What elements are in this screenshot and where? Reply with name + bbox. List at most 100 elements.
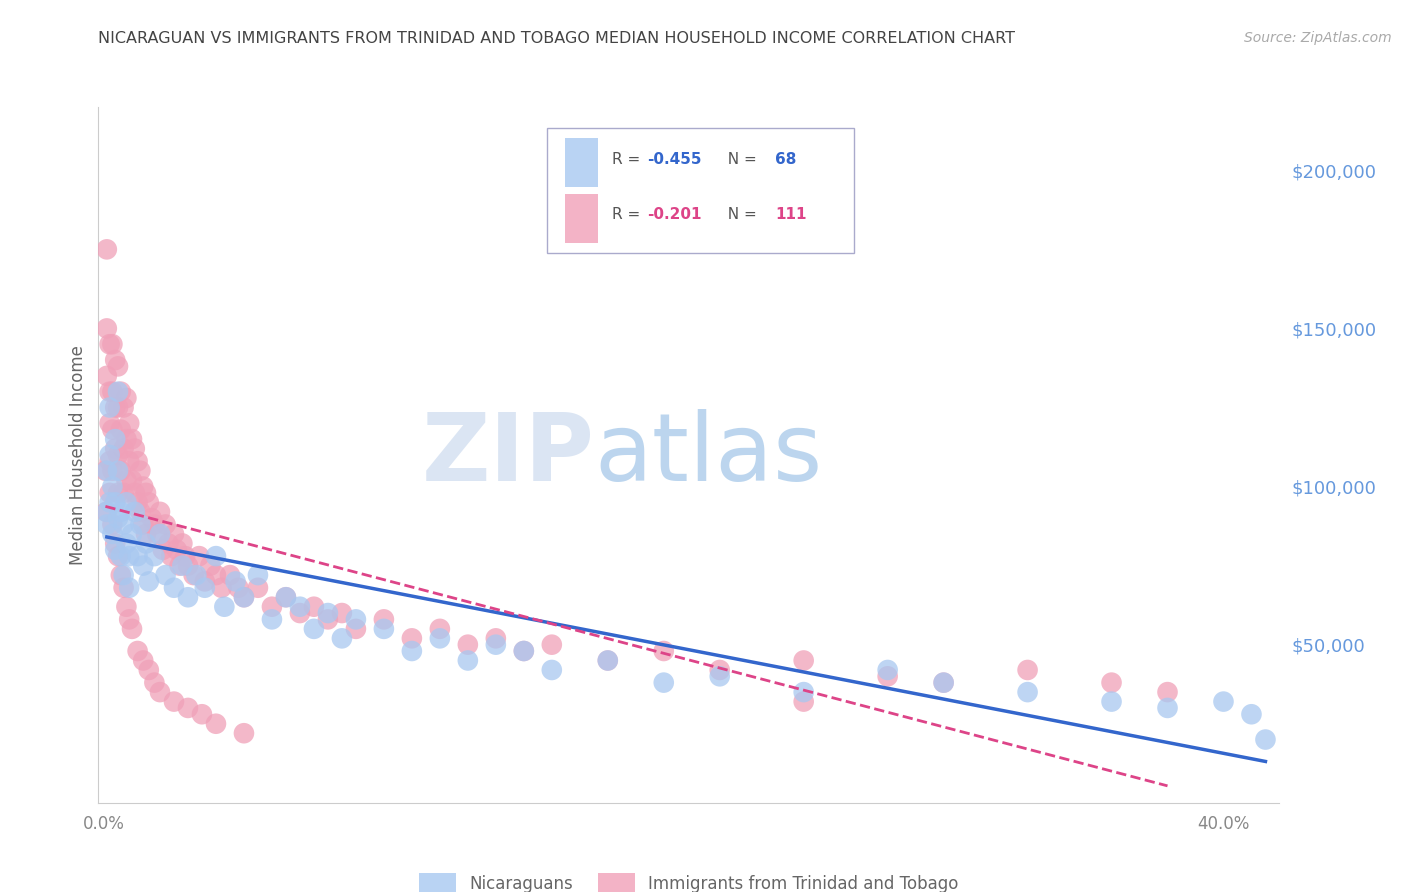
Point [96, 243, 118, 257]
Point [115, 473, 138, 487]
Point [191, 707, 214, 722]
Point [121, 473, 143, 487]
Point [596, 653, 619, 667]
Point [540, 638, 562, 652]
Point [596, 653, 619, 667]
Point [146, 527, 169, 541]
Point [104, 442, 127, 456]
Point [112, 442, 135, 456]
Point [96, 505, 118, 519]
Point [1156, 701, 1178, 715]
Point [121, 432, 143, 446]
Point [141, 511, 163, 525]
Point [876, 663, 898, 677]
Point [127, 454, 149, 468]
Point [177, 558, 200, 573]
Point [225, 574, 247, 589]
Point [302, 622, 325, 636]
Point [274, 591, 297, 605]
Point [793, 653, 815, 667]
Point [132, 558, 155, 573]
Point [107, 464, 129, 478]
Point [143, 549, 166, 563]
Point [107, 511, 129, 525]
Point [1254, 732, 1277, 747]
Point [149, 505, 172, 519]
Point [233, 591, 256, 605]
Text: -0.201: -0.201 [648, 207, 702, 222]
Point [457, 638, 479, 652]
Point [152, 542, 174, 557]
Text: -0.455: -0.455 [648, 152, 702, 167]
Point [172, 536, 194, 550]
Point [233, 726, 256, 740]
Point [260, 599, 283, 614]
Point [104, 542, 127, 557]
Point [149, 685, 172, 699]
Point [118, 581, 141, 595]
Point [110, 505, 132, 519]
Point [107, 486, 129, 500]
Text: N =: N = [718, 152, 762, 167]
Point [115, 432, 138, 446]
Point [709, 663, 731, 677]
Point [246, 568, 269, 582]
Text: R =: R = [612, 207, 645, 222]
Point [135, 486, 157, 500]
Point [115, 391, 138, 405]
Point [793, 695, 815, 709]
Point [143, 675, 166, 690]
Point [457, 653, 479, 667]
Text: 111: 111 [775, 207, 807, 222]
Point [316, 612, 339, 626]
Point [118, 417, 141, 431]
Point [288, 599, 311, 614]
Point [485, 632, 508, 646]
Text: NICARAGUAN VS IMMIGRANTS FROM TRINIDAD AND TOBAGO MEDIAN HOUSEHOLD INCOME CORREL: NICARAGUAN VS IMMIGRANTS FROM TRINIDAD A… [98, 31, 1015, 46]
Point [112, 486, 135, 500]
Point [112, 581, 135, 595]
Point [205, 549, 228, 563]
Point [112, 401, 135, 415]
Point [135, 527, 157, 541]
Point [110, 464, 132, 478]
Point [94, 464, 117, 478]
Point [219, 568, 242, 582]
Point [115, 495, 138, 509]
Point [132, 653, 155, 667]
Point [155, 517, 177, 532]
Point [344, 622, 367, 636]
Point [127, 644, 149, 658]
Point [101, 517, 124, 532]
Point [107, 549, 129, 563]
Point [513, 644, 536, 658]
Point [104, 353, 127, 368]
Point [112, 568, 135, 582]
Point [177, 701, 200, 715]
Point [288, 606, 311, 620]
Point [429, 622, 451, 636]
Point [115, 599, 138, 614]
Point [101, 479, 124, 493]
Point [101, 423, 124, 437]
Point [169, 558, 191, 573]
Point [157, 536, 180, 550]
Point [138, 495, 160, 509]
Point [183, 568, 205, 582]
Point [876, 669, 898, 683]
Point [118, 612, 141, 626]
Point [107, 401, 129, 415]
Point [330, 632, 353, 646]
Point [96, 368, 118, 383]
Text: N =: N = [718, 207, 762, 222]
Bar [565, 194, 598, 243]
Point [104, 401, 127, 415]
Point [485, 638, 508, 652]
Point [96, 517, 118, 532]
Point [96, 464, 118, 478]
Bar [565, 138, 598, 187]
Point [709, 669, 731, 683]
Point [1240, 707, 1263, 722]
Point [135, 536, 157, 550]
Point [513, 644, 536, 658]
